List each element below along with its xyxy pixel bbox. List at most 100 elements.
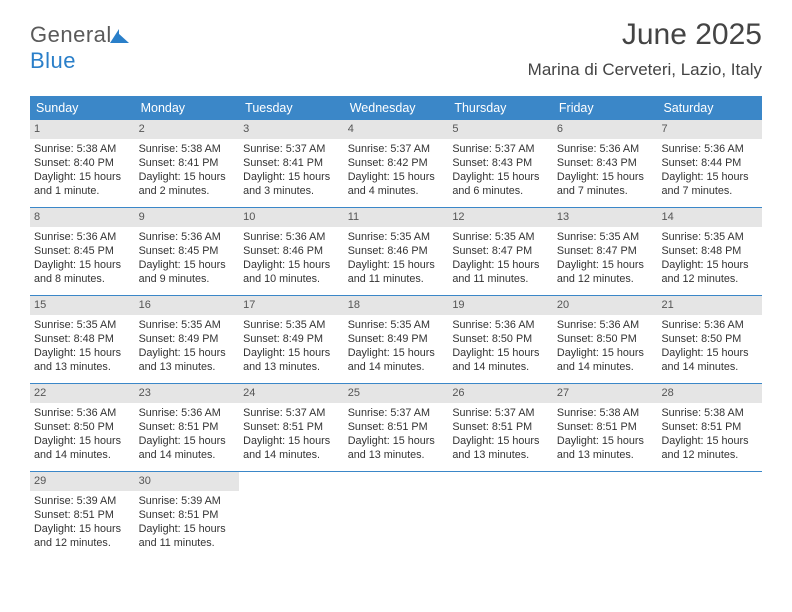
day-cell: 26Sunrise: 5:37 AMSunset: 8:51 PMDayligh… — [448, 384, 553, 471]
day-number: 19 — [448, 296, 553, 315]
sunset-line: Sunset: 8:45 PM — [139, 244, 236, 258]
day-number: 24 — [239, 384, 344, 403]
day-cell: 5Sunrise: 5:37 AMSunset: 8:43 PMDaylight… — [448, 120, 553, 207]
week-row: 29Sunrise: 5:39 AMSunset: 8:51 PMDayligh… — [30, 472, 762, 560]
sunrise-line: Sunrise: 5:39 AM — [34, 494, 131, 508]
day-cell: 1Sunrise: 5:38 AMSunset: 8:40 PMDaylight… — [30, 120, 135, 207]
day-cell: 21Sunrise: 5:36 AMSunset: 8:50 PMDayligh… — [657, 296, 762, 383]
daylight-line: Daylight: 15 hours and 12 minutes. — [34, 522, 131, 551]
sunrise-line: Sunrise: 5:36 AM — [243, 230, 340, 244]
sunrise-line: Sunrise: 5:36 AM — [34, 406, 131, 420]
daylight-line: Daylight: 15 hours and 14 minutes. — [243, 434, 340, 463]
daylight-line: Daylight: 15 hours and 13 minutes. — [348, 434, 445, 463]
sunset-line: Sunset: 8:49 PM — [139, 332, 236, 346]
day-header: Sunday — [30, 96, 135, 120]
day-cell: 16Sunrise: 5:35 AMSunset: 8:49 PMDayligh… — [135, 296, 240, 383]
page-title: June 2025 — [622, 18, 762, 52]
logo-triangle2-icon — [118, 33, 129, 43]
day-cell: 13Sunrise: 5:35 AMSunset: 8:47 PMDayligh… — [553, 208, 658, 295]
daylight-line: Daylight: 15 hours and 2 minutes. — [139, 170, 236, 199]
sunset-line: Sunset: 8:51 PM — [557, 420, 654, 434]
day-cell: 24Sunrise: 5:37 AMSunset: 8:51 PMDayligh… — [239, 384, 344, 471]
daylight-line: Daylight: 15 hours and 14 minutes. — [34, 434, 131, 463]
daylight-line: Daylight: 15 hours and 12 minutes. — [661, 434, 758, 463]
day-header-row: SundayMondayTuesdayWednesdayThursdayFrid… — [30, 96, 762, 120]
daylight-line: Daylight: 15 hours and 13 minutes. — [243, 346, 340, 375]
day-cell: 22Sunrise: 5:36 AMSunset: 8:50 PMDayligh… — [30, 384, 135, 471]
sunrise-line: Sunrise: 5:38 AM — [34, 142, 131, 156]
sunset-line: Sunset: 8:47 PM — [452, 244, 549, 258]
empty-cell — [553, 472, 658, 560]
sunrise-line: Sunrise: 5:39 AM — [139, 494, 236, 508]
sunset-line: Sunset: 8:48 PM — [34, 332, 131, 346]
day-number: 21 — [657, 296, 762, 315]
daylight-line: Daylight: 15 hours and 11 minutes. — [348, 258, 445, 287]
sunset-line: Sunset: 8:51 PM — [348, 420, 445, 434]
day-number: 18 — [344, 296, 449, 315]
day-number: 12 — [448, 208, 553, 227]
sunset-line: Sunset: 8:47 PM — [557, 244, 654, 258]
sunrise-line: Sunrise: 5:36 AM — [557, 318, 654, 332]
sunrise-line: Sunrise: 5:37 AM — [243, 142, 340, 156]
day-cell: 2Sunrise: 5:38 AMSunset: 8:41 PMDaylight… — [135, 120, 240, 207]
daylight-line: Daylight: 15 hours and 3 minutes. — [243, 170, 340, 199]
day-cell: 3Sunrise: 5:37 AMSunset: 8:41 PMDaylight… — [239, 120, 344, 207]
empty-cell — [239, 472, 344, 560]
sunrise-line: Sunrise: 5:35 AM — [348, 318, 445, 332]
sunset-line: Sunset: 8:49 PM — [348, 332, 445, 346]
day-cell: 17Sunrise: 5:35 AMSunset: 8:49 PMDayligh… — [239, 296, 344, 383]
day-cell: 19Sunrise: 5:36 AMSunset: 8:50 PMDayligh… — [448, 296, 553, 383]
sunset-line: Sunset: 8:41 PM — [139, 156, 236, 170]
day-number: 7 — [657, 120, 762, 139]
weeks-container: 1Sunrise: 5:38 AMSunset: 8:40 PMDaylight… — [30, 120, 762, 560]
day-cell: 4Sunrise: 5:37 AMSunset: 8:42 PMDaylight… — [344, 120, 449, 207]
daylight-line: Daylight: 15 hours and 13 minutes. — [139, 346, 236, 375]
sunset-line: Sunset: 8:43 PM — [557, 156, 654, 170]
sunrise-line: Sunrise: 5:36 AM — [452, 318, 549, 332]
day-number: 26 — [448, 384, 553, 403]
sunset-line: Sunset: 8:42 PM — [348, 156, 445, 170]
daylight-line: Daylight: 15 hours and 13 minutes. — [34, 346, 131, 375]
sunrise-line: Sunrise: 5:35 AM — [34, 318, 131, 332]
sunrise-line: Sunrise: 5:38 AM — [661, 406, 758, 420]
day-cell: 30Sunrise: 5:39 AMSunset: 8:51 PMDayligh… — [135, 472, 240, 560]
day-number: 15 — [30, 296, 135, 315]
daylight-line: Daylight: 15 hours and 14 minutes. — [452, 346, 549, 375]
sunset-line: Sunset: 8:41 PM — [243, 156, 340, 170]
day-number: 28 — [657, 384, 762, 403]
day-number: 10 — [239, 208, 344, 227]
sunrise-line: Sunrise: 5:35 AM — [139, 318, 236, 332]
daylight-line: Daylight: 15 hours and 9 minutes. — [139, 258, 236, 287]
day-cell: 29Sunrise: 5:39 AMSunset: 8:51 PMDayligh… — [30, 472, 135, 560]
sunrise-line: Sunrise: 5:37 AM — [243, 406, 340, 420]
day-cell: 12Sunrise: 5:35 AMSunset: 8:47 PMDayligh… — [448, 208, 553, 295]
day-header: Wednesday — [344, 96, 449, 120]
day-cell: 23Sunrise: 5:36 AMSunset: 8:51 PMDayligh… — [135, 384, 240, 471]
empty-cell — [657, 472, 762, 560]
day-cell: 20Sunrise: 5:36 AMSunset: 8:50 PMDayligh… — [553, 296, 658, 383]
daylight-line: Daylight: 15 hours and 7 minutes. — [661, 170, 758, 199]
sunset-line: Sunset: 8:51 PM — [661, 420, 758, 434]
day-header: Tuesday — [239, 96, 344, 120]
day-header: Saturday — [657, 96, 762, 120]
sunrise-line: Sunrise: 5:35 AM — [348, 230, 445, 244]
day-number: 20 — [553, 296, 658, 315]
sunrise-line: Sunrise: 5:35 AM — [243, 318, 340, 332]
day-number: 5 — [448, 120, 553, 139]
week-row: 15Sunrise: 5:35 AMSunset: 8:48 PMDayligh… — [30, 296, 762, 384]
day-number: 1 — [30, 120, 135, 139]
daylight-line: Daylight: 15 hours and 1 minute. — [34, 170, 131, 199]
daylight-line: Daylight: 15 hours and 4 minutes. — [348, 170, 445, 199]
sunrise-line: Sunrise: 5:38 AM — [557, 406, 654, 420]
sunrise-line: Sunrise: 5:37 AM — [452, 142, 549, 156]
sunrise-line: Sunrise: 5:36 AM — [139, 406, 236, 420]
daylight-line: Daylight: 15 hours and 8 minutes. — [34, 258, 131, 287]
sunset-line: Sunset: 8:49 PM — [243, 332, 340, 346]
sunset-line: Sunset: 8:51 PM — [34, 508, 131, 522]
day-cell: 10Sunrise: 5:36 AMSunset: 8:46 PMDayligh… — [239, 208, 344, 295]
logo-text-1: General — [30, 22, 112, 47]
sunrise-line: Sunrise: 5:36 AM — [557, 142, 654, 156]
sunrise-line: Sunrise: 5:35 AM — [557, 230, 654, 244]
sunset-line: Sunset: 8:46 PM — [243, 244, 340, 258]
sunrise-line: Sunrise: 5:36 AM — [661, 318, 758, 332]
